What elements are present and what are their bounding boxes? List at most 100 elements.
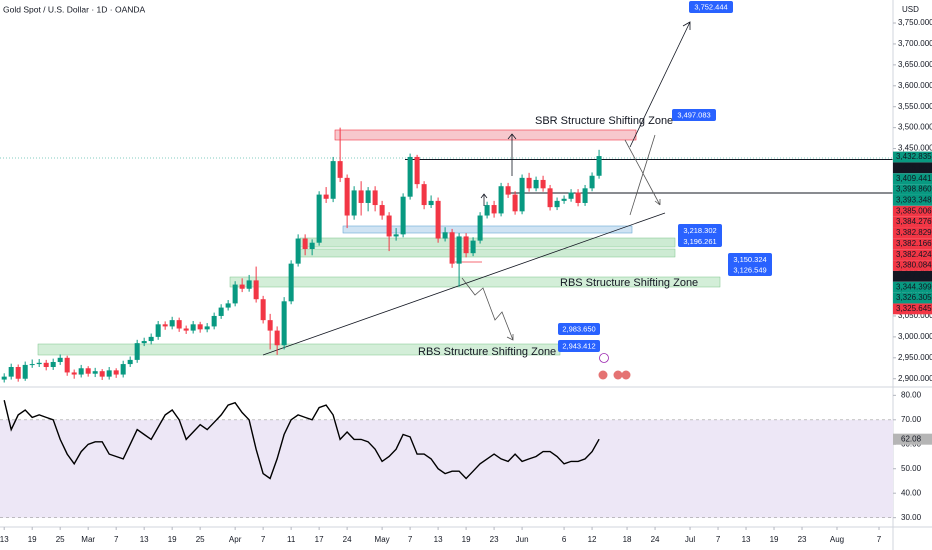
callout: 3,196.261	[683, 237, 716, 246]
candle-body	[351, 190, 357, 216]
candle-body	[582, 188, 588, 203]
price-tag-label: 3,382.166	[896, 239, 932, 248]
y-tick-label: 3,600.000	[898, 81, 932, 90]
x-tick-label: 12	[588, 535, 597, 544]
x-tick-label: 13	[434, 535, 443, 544]
price-tag-label: 3,325.645	[896, 304, 932, 313]
callout: 3,218.302	[683, 226, 716, 235]
price-tag	[893, 227, 932, 239]
price-tag	[893, 173, 932, 185]
candle-body	[456, 236, 462, 264]
callouts: 3,752.444 3,497.083 3,218.302 3,196.261 …	[558, 1, 772, 352]
x-tick-label: 7	[261, 535, 266, 544]
callout-box	[689, 1, 733, 13]
candle-body	[540, 179, 546, 189]
price-tag-label: 3,393.348	[896, 196, 932, 205]
candles	[1, 127, 602, 383]
candle-body	[505, 186, 511, 195]
y-tick-label: 3,550.000	[898, 102, 932, 111]
event-icon	[599, 353, 609, 363]
candle-body	[197, 324, 203, 330]
candle-body	[365, 190, 371, 203]
y-tick-label: 3,650.000	[898, 60, 932, 69]
rsi-tick-label: 70.00	[901, 415, 922, 424]
candle-body	[57, 357, 63, 362]
candle-body	[442, 232, 448, 239]
demand-zone	[299, 237, 676, 248]
x-tick-label: 7	[716, 535, 721, 544]
candle-body	[568, 192, 574, 199]
candle-body	[183, 328, 189, 331]
x-tick-label: 6	[562, 535, 567, 544]
callout-box	[558, 323, 600, 335]
candle-body	[148, 336, 154, 342]
candle-body	[127, 359, 133, 365]
price-tag	[893, 205, 932, 217]
candle-body	[64, 357, 70, 373]
candle-body	[295, 238, 301, 264]
projection-path	[629, 134, 656, 216]
candle-body	[15, 367, 21, 379]
candle-body	[589, 175, 595, 189]
candle-body	[330, 161, 336, 199]
x-tick-label: 13	[0, 535, 9, 544]
x-tick-label: Aug	[830, 535, 844, 544]
icons	[598, 353, 631, 380]
x-tick-label: Apr	[229, 535, 242, 544]
candle-body	[141, 341, 147, 344]
candle-body	[155, 324, 161, 337]
candle-body	[288, 263, 294, 302]
arrow-up	[480, 193, 488, 206]
candle-body	[134, 343, 140, 360]
candle-body	[435, 200, 441, 239]
drawings	[461, 21, 691, 341]
price-tag	[893, 216, 932, 228]
demand-zone	[299, 248, 676, 258]
rsi-tag	[893, 433, 932, 445]
x-tick-label: 7	[877, 535, 882, 544]
candle-body	[29, 364, 35, 366]
candle-body	[463, 236, 469, 254]
candle-body	[470, 240, 476, 254]
y-tick-label: 3,000.000	[898, 332, 932, 341]
candle-body	[393, 234, 399, 237]
candle-body	[358, 190, 364, 203]
callout: 3,497.083	[677, 110, 710, 119]
price-tag-label: 3,347.603	[896, 271, 932, 280]
candle-body	[274, 330, 280, 346]
x-tick-label: Jun	[516, 535, 529, 544]
candle-body	[267, 320, 273, 331]
blue-zone	[342, 225, 633, 234]
x-tick-label: 19	[770, 535, 779, 544]
candle-body	[281, 301, 287, 346]
candle-body	[554, 200, 560, 208]
candle-body	[477, 215, 483, 241]
candle-body	[512, 194, 518, 212]
trend-line	[262, 212, 666, 356]
candle-body	[246, 280, 252, 289]
currency: USD	[902, 5, 919, 14]
candle-body	[78, 368, 84, 375]
x-tick-label: 19	[28, 535, 37, 544]
rsi-band	[0, 419, 893, 518]
candle-body	[421, 184, 427, 206]
candle-body	[407, 156, 413, 197]
price-tag-label: 3,426.981	[896, 163, 932, 172]
candle-body	[596, 156, 602, 176]
candle-body	[92, 371, 98, 374]
rsi-tick-label: 40.00	[901, 488, 922, 497]
supply-zone	[334, 129, 637, 141]
x-tick-label: Mar	[81, 535, 95, 544]
candle-body	[344, 177, 350, 216]
candle-body	[176, 320, 182, 329]
y-tick-label: 2,950.000	[898, 353, 932, 362]
x-tick-label: 25	[56, 535, 65, 544]
candle-body	[204, 326, 210, 330]
x-tick-label: 13	[140, 535, 149, 544]
candle-body	[484, 205, 490, 216]
projection-path	[461, 277, 514, 341]
candle-body	[498, 186, 504, 214]
x-tick-label: May	[375, 535, 390, 544]
candle-body	[99, 371, 105, 377]
candle-body	[218, 307, 224, 316]
